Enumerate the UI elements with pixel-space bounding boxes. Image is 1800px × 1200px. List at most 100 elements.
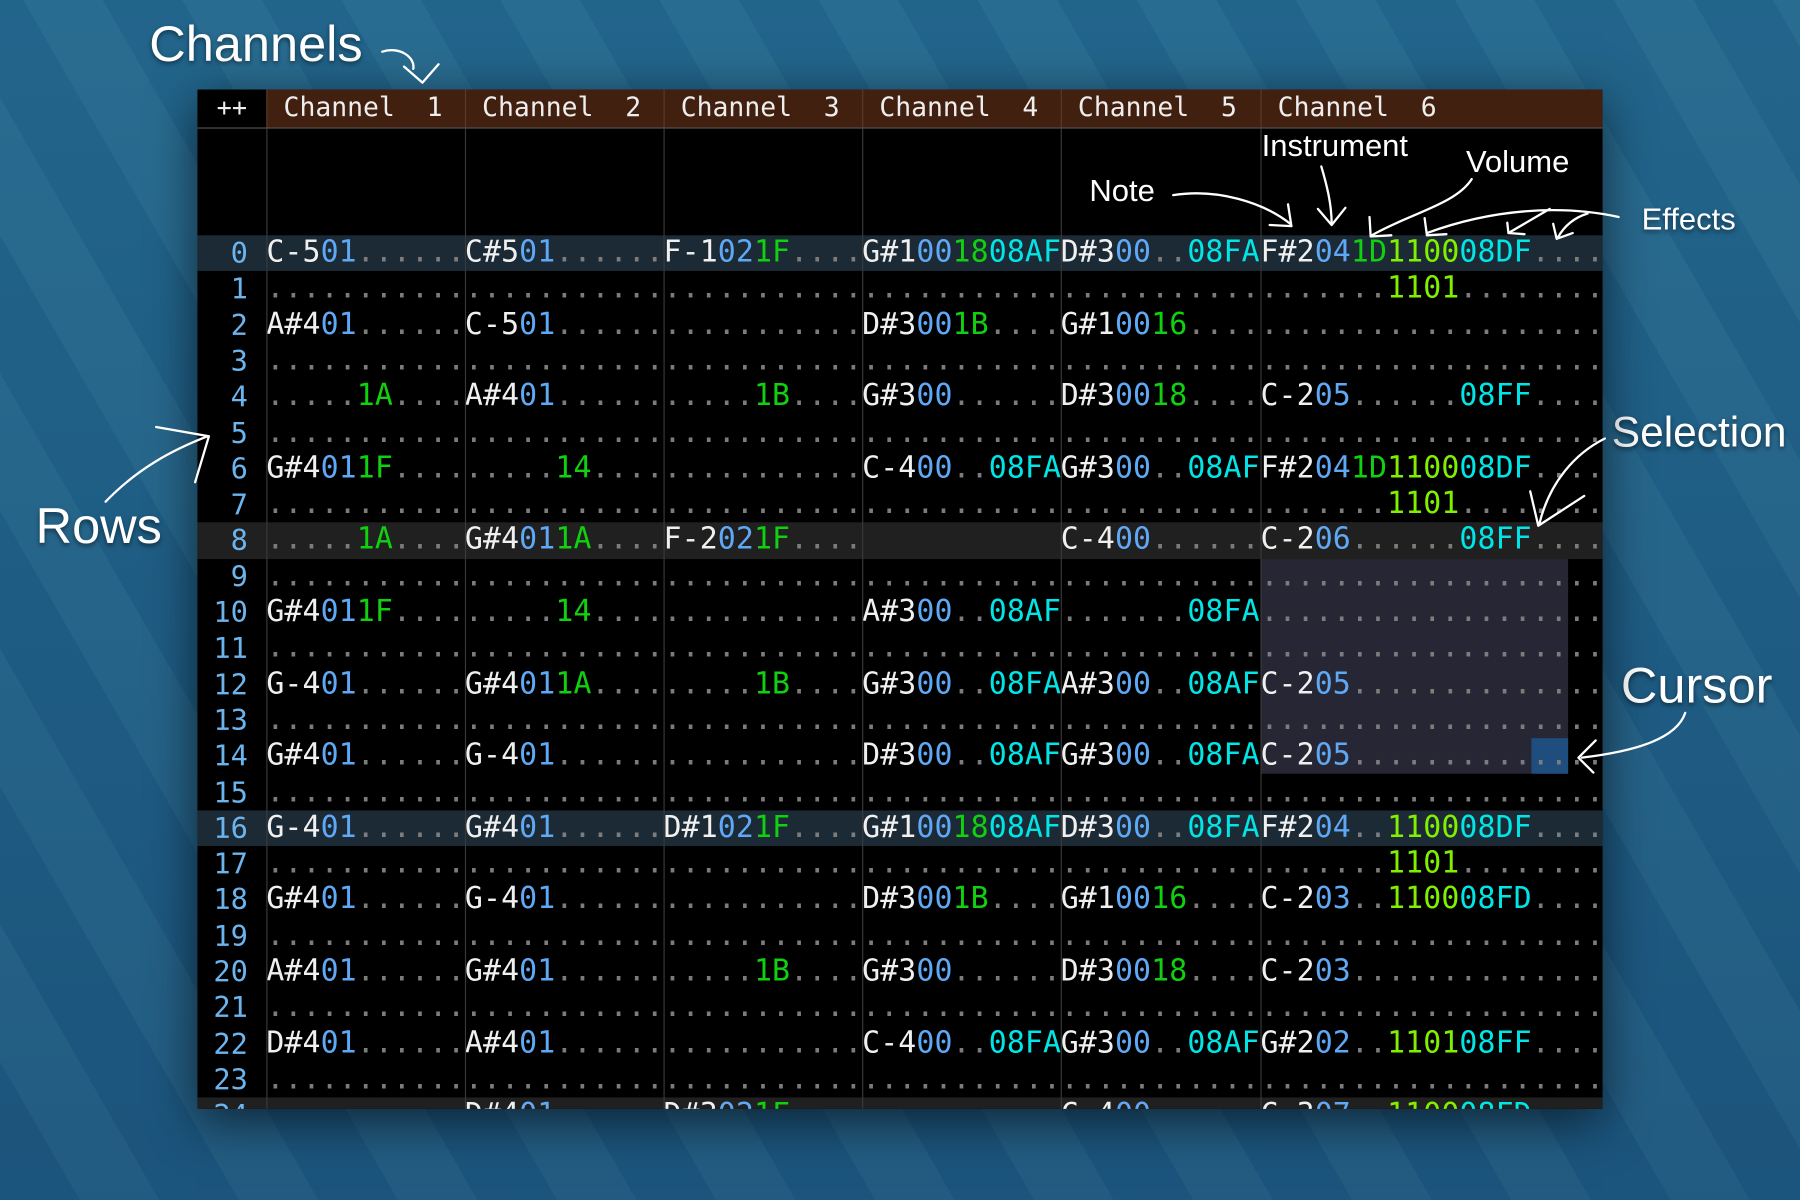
- pattern-cell-ch1[interactable]: ...........: [266, 846, 465, 882]
- pattern-cell-ch3[interactable]: F-2021F....: [664, 523, 863, 559]
- pattern-cell-ch6[interactable]: ...................: [1260, 595, 1602, 631]
- pattern-cell-ch1[interactable]: ...........: [266, 774, 465, 810]
- pattern-cell-ch6[interactable]: .......1101........: [1260, 846, 1602, 882]
- pattern-cell-ch2[interactable]: ...........: [465, 990, 664, 1026]
- pattern-cell-ch2[interactable]: A#401......: [465, 1026, 664, 1062]
- pattern-row[interactable]: 22: [197, 1026, 1602, 1062]
- pattern-row[interactable]: 10: [197, 595, 1602, 631]
- pattern-cell-ch6[interactable]: C-206......08FF....: [1260, 523, 1602, 559]
- channel-header-2[interactable]: Channel 2: [464, 89, 664, 128]
- pattern-cell-ch4[interactable]: ...........: [862, 702, 1061, 738]
- pattern-cell-ch2[interactable]: ...........: [465, 415, 664, 451]
- pattern-cell-ch3[interactable]: ...........: [664, 846, 863, 882]
- pattern-cell-ch6[interactable]: ...................: [1260, 774, 1602, 810]
- pattern-cell-ch3[interactable]: ...........: [664, 990, 863, 1026]
- pattern-cell-ch4[interactable]: G#300......: [862, 379, 1061, 415]
- pattern-cell-ch1[interactable]: A#401......: [266, 307, 465, 343]
- pattern-cell-ch5[interactable]: D#300..08FA: [1061, 235, 1260, 271]
- pattern-cell-ch5[interactable]: ...........: [1061, 702, 1260, 738]
- pattern-cell-ch5[interactable]: G#300..08FA: [1061, 738, 1260, 774]
- pattern-cell-ch1[interactable]: G-401......: [266, 666, 465, 702]
- pattern-cell-ch6[interactable]: G#202..110108FF....: [1260, 1026, 1602, 1062]
- pattern-cell-ch6[interactable]: F#204..110008DF....: [1260, 810, 1602, 846]
- pattern-cell-ch1[interactable]: A#401......: [266, 954, 465, 990]
- pattern-cell-ch2[interactable]: C#501......: [465, 235, 664, 271]
- pattern-cell-ch5[interactable]: C-400......: [1061, 1098, 1260, 1109]
- pattern-cell-ch4[interactable]: ...........: [862, 774, 1061, 810]
- pattern-cell-ch2[interactable]: D#401......: [465, 1098, 664, 1109]
- pattern-cell-ch2[interactable]: G#401......: [465, 810, 664, 846]
- pattern-cell-ch1[interactable]: ...........: [266, 271, 465, 307]
- pattern-cell-ch1[interactable]: .....1A....: [266, 523, 465, 559]
- pattern-cell-ch6[interactable]: ...................: [1260, 990, 1602, 1026]
- pattern-cell-ch6[interactable]: C-307..110008FD....: [1260, 1098, 1602, 1109]
- pattern-cell-ch4[interactable]: ...........: [862, 343, 1061, 379]
- pattern-cell-ch4[interactable]: G#1001808AF: [862, 810, 1061, 846]
- pattern-cell-ch1[interactable]: .....1A....: [266, 379, 465, 415]
- pattern-cell-ch3[interactable]: ...........: [664, 415, 863, 451]
- pattern-cell-ch1[interactable]: G#4011F....: [266, 451, 465, 487]
- pattern-cell-ch1[interactable]: ...........: [266, 702, 465, 738]
- pattern-cell-ch6[interactable]: ...................: [1260, 307, 1602, 343]
- pattern-cell-ch4[interactable]: G#300......: [862, 954, 1061, 990]
- pattern-cell-ch1[interactable]: D#401......: [266, 1026, 465, 1062]
- pattern-cell-ch2[interactable]: G#4011A....: [465, 666, 664, 702]
- pattern-cell-ch6[interactable]: ...................: [1260, 415, 1602, 451]
- pattern-cell-ch5[interactable]: ...........: [1061, 774, 1260, 810]
- pattern-cell-ch2[interactable]: A#401......: [465, 379, 664, 415]
- pattern-cell-ch5[interactable]: .......08FA: [1061, 595, 1260, 631]
- pattern-cell-ch4[interactable]: ...........: [862, 487, 1061, 523]
- pattern-cell-ch4[interactable]: D#3001B....: [862, 307, 1061, 343]
- pattern-cell-ch3[interactable]: ...........: [664, 882, 863, 918]
- pattern-row[interactable]: 17: [197, 846, 1602, 882]
- pattern-cell-ch4[interactable]: A#300..08AF: [862, 595, 1061, 631]
- pattern-cell-ch2[interactable]: G-401......: [465, 882, 664, 918]
- pattern-cell-ch6[interactable]: ...................: [1260, 631, 1602, 667]
- pattern-cell-ch3[interactable]: ...........: [664, 595, 863, 631]
- channel-header-6[interactable]: Channel 6: [1260, 89, 1602, 128]
- pattern-row[interactable]: 8: [197, 522, 1603, 559]
- pattern-cell-ch4[interactable]: ...........: [862, 846, 1061, 882]
- pattern-cell-ch2[interactable]: G-401......: [465, 738, 664, 774]
- pattern-row[interactable]: 11: [197, 631, 1602, 667]
- pattern-cell-ch1[interactable]: ...........: [266, 343, 465, 379]
- pattern-cell-ch5[interactable]: ...........: [1061, 846, 1260, 882]
- pattern-cell-ch1[interactable]: ...........: [266, 631, 465, 667]
- pattern-cell-ch4[interactable]: ...........: [862, 631, 1061, 667]
- pattern-cell-ch6[interactable]: ...................: [1260, 918, 1602, 954]
- pattern-cell-ch3[interactable]: F-1021F....: [664, 235, 863, 271]
- pattern-cell-ch2[interactable]: .....14....: [465, 595, 664, 631]
- pattern-cell-ch3[interactable]: .....1B....: [664, 954, 863, 990]
- pattern-cell-ch5[interactable]: G#300..08AF: [1061, 1026, 1260, 1062]
- pattern-cell-ch5[interactable]: ...........: [1061, 487, 1260, 523]
- pattern-cell-ch1[interactable]: ...........: [266, 487, 465, 523]
- pattern-cell-ch5[interactable]: ...........: [1061, 415, 1260, 451]
- pattern-cell-ch2[interactable]: ...........: [465, 918, 664, 954]
- pattern-cell-ch3[interactable]: ...........: [664, 307, 863, 343]
- pattern-row[interactable]: 1: [197, 271, 1602, 307]
- pattern-cell-ch4[interactable]: ...........: [862, 1062, 1061, 1098]
- pattern-cell-ch1[interactable]: ...........: [266, 559, 465, 595]
- pattern-cell-ch1[interactable]: ...........: [266, 990, 465, 1026]
- pattern-cell-ch4[interactable]: D#3001B....: [862, 882, 1061, 918]
- pattern-cell-ch2[interactable]: C-501......: [465, 307, 664, 343]
- pattern-row[interactable]: 21: [197, 990, 1602, 1026]
- pattern-cell-ch3[interactable]: ...........: [664, 451, 863, 487]
- pattern-cell-ch3[interactable]: ...........: [664, 559, 863, 595]
- pattern-cell-ch2[interactable]: ...........: [465, 487, 664, 523]
- pattern-cell-ch3[interactable]: ...........: [664, 1026, 863, 1062]
- pattern-cell-ch4[interactable]: G#300..08FA: [862, 666, 1061, 702]
- pattern-row[interactable]: 9: [197, 559, 1602, 595]
- pattern-row[interactable]: 3: [197, 343, 1602, 379]
- pattern-row[interactable]: 14: [197, 738, 1602, 774]
- pattern-cell-ch3[interactable]: ...........: [664, 702, 863, 738]
- pattern-cell-ch2[interactable]: ...........: [465, 774, 664, 810]
- pattern-cell-ch4[interactable]: C-400..08FA: [862, 451, 1061, 487]
- pattern-cell-ch3[interactable]: ...........: [664, 918, 863, 954]
- pattern-cell-ch3[interactable]: ...........: [664, 738, 863, 774]
- pattern-cell-ch2[interactable]: ...........: [465, 271, 664, 307]
- pattern-cell-ch5[interactable]: G#10016....: [1061, 882, 1260, 918]
- pattern-cell-ch1[interactable]: G#401......: [266, 882, 465, 918]
- pattern-cell-ch1[interactable]: G#401......: [266, 738, 465, 774]
- pattern-cell-ch4[interactable]: ...........: [862, 271, 1061, 307]
